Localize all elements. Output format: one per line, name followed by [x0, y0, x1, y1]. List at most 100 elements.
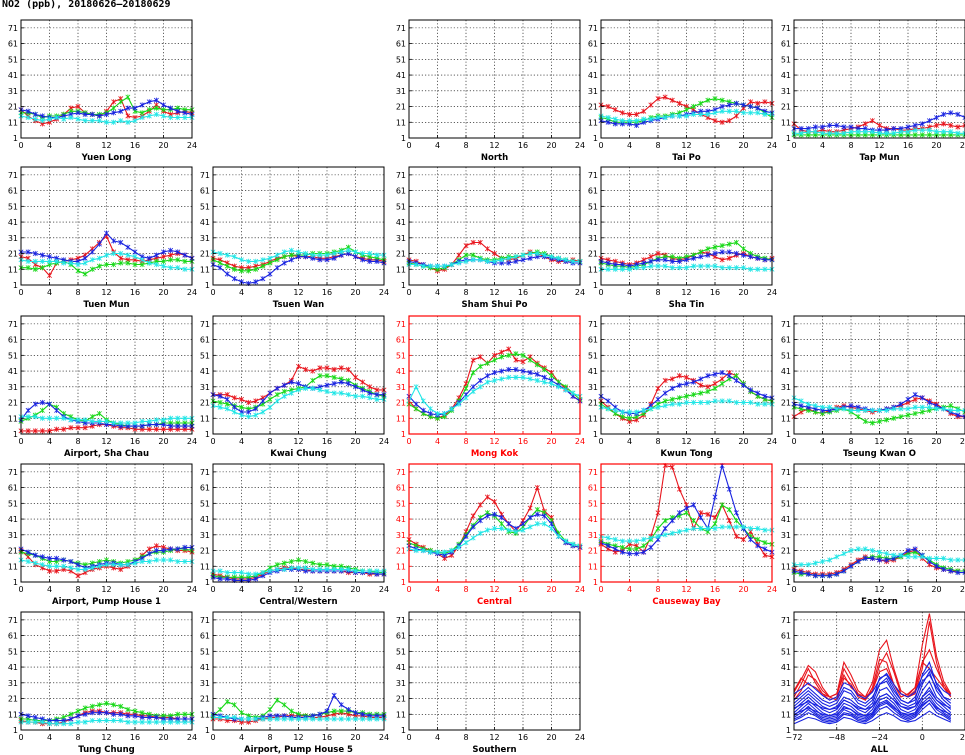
data-point-cyan: [877, 549, 882, 555]
data-point-red: [168, 252, 174, 258]
data-point-green: [281, 254, 287, 260]
x-tick-label: 24: [575, 585, 585, 594]
x-tick-label: 24: [767, 585, 777, 594]
data-point-cyan: [442, 263, 448, 269]
data-point-cyan: [253, 258, 259, 264]
data-point-cyan: [676, 529, 682, 535]
data-point-cyan: [281, 716, 287, 722]
x-tick-label: 8: [655, 141, 660, 150]
data-point-cyan: [96, 255, 102, 261]
data-point-blue: [224, 271, 230, 277]
data-point-cyan: [331, 566, 337, 573]
data-point-cyan: [948, 557, 954, 563]
y-tick-label: 61: [8, 187, 18, 196]
x-tick-label: 12: [293, 288, 303, 297]
data-point-cyan: [534, 250, 540, 257]
data-point-cyan: [96, 717, 102, 724]
data-point-cyan: [317, 716, 323, 722]
data-point-blue: [719, 103, 725, 110]
data-point-blue: [691, 502, 697, 508]
y-tick-label: 41: [781, 515, 791, 524]
data-point-blue: [726, 373, 732, 379]
data-point-cyan: [111, 717, 117, 724]
series-line-blue: [793, 674, 952, 704]
data-point-blue: [75, 110, 81, 116]
data-point-green: [224, 699, 230, 705]
data-point-cyan: [648, 535, 654, 541]
data-point-red: [726, 518, 732, 524]
data-point-green: [288, 252, 294, 258]
data-point-cyan: [345, 392, 351, 398]
data-point-cyan: [153, 719, 159, 725]
data-point-cyan: [641, 407, 647, 413]
data-point-cyan: [934, 406, 939, 412]
data-point-cyan: [39, 719, 45, 725]
station-name: Tap Mun: [859, 153, 899, 163]
data-point-blue: [104, 710, 109, 716]
data-point-green: [267, 260, 273, 266]
data-point-cyan: [926, 404, 932, 410]
data-point-blue: [39, 113, 45, 119]
data-point-cyan: [231, 714, 237, 721]
data-point-red: [733, 533, 739, 539]
data-point-cyan: [104, 562, 109, 568]
data-point-cyan: [641, 116, 647, 122]
data-point-cyan: [499, 525, 505, 532]
data-point-cyan: [869, 407, 875, 413]
y-tick-label: 61: [396, 632, 406, 641]
station-name: Tuen Mun: [83, 300, 129, 310]
data-point-blue: [534, 371, 540, 377]
data-point-blue: [96, 710, 102, 716]
data-point-cyan: [353, 393, 358, 399]
data-point-cyan: [726, 265, 732, 271]
data-point-cyan: [627, 118, 632, 124]
data-point-blue: [463, 533, 469, 539]
data-point-cyan: [442, 549, 448, 555]
data-point-green: [125, 706, 131, 713]
data-point-green: [317, 373, 323, 379]
x-tick-label: 24: [575, 733, 585, 742]
data-point-cyan: [75, 116, 81, 122]
data-point-red: [75, 425, 81, 431]
data-point-cyan: [662, 114, 668, 121]
data-point-blue: [132, 105, 138, 111]
data-point-cyan: [698, 525, 704, 532]
data-point-blue: [168, 546, 174, 552]
x-tick-label: 8: [848, 585, 853, 594]
y-tick-label: 61: [588, 484, 598, 493]
data-point-blue: [175, 423, 181, 429]
data-point-cyan: [827, 130, 833, 136]
data-point-red: [726, 118, 732, 124]
data-point-blue: [89, 710, 95, 716]
data-point-cyan: [733, 265, 739, 271]
data-point-blue: [374, 392, 380, 398]
data-point-red: [712, 118, 718, 124]
data-point-cyan: [435, 263, 440, 269]
data-point-blue: [812, 124, 818, 130]
data-point-cyan: [139, 558, 145, 565]
data-point-red: [684, 374, 689, 380]
y-tick-label: 41: [8, 663, 18, 672]
data-point-cyan: [32, 258, 38, 264]
y-tick-label: 41: [200, 367, 210, 376]
data-point-cyan: [413, 261, 419, 268]
data-point-cyan: [820, 404, 825, 410]
data-point-green: [153, 105, 159, 111]
data-point-cyan: [168, 415, 174, 421]
data-point-blue: [317, 257, 323, 263]
data-point-red: [506, 346, 512, 352]
data-point-cyan: [762, 111, 768, 117]
x-tick-label: 4: [47, 288, 52, 297]
data-point-cyan: [435, 410, 440, 417]
data-point-red: [492, 352, 497, 358]
x-tick-label: 0: [18, 733, 23, 742]
data-point-cyan: [374, 252, 380, 258]
data-point-cyan: [919, 127, 925, 133]
data-point-cyan: [353, 716, 358, 722]
data-point-cyan: [726, 398, 732, 404]
data-point-red: [662, 377, 668, 384]
data-point-blue: [619, 261, 625, 268]
data-point-cyan: [374, 568, 380, 574]
data-point-green: [146, 107, 152, 113]
data-point-blue: [281, 382, 287, 388]
